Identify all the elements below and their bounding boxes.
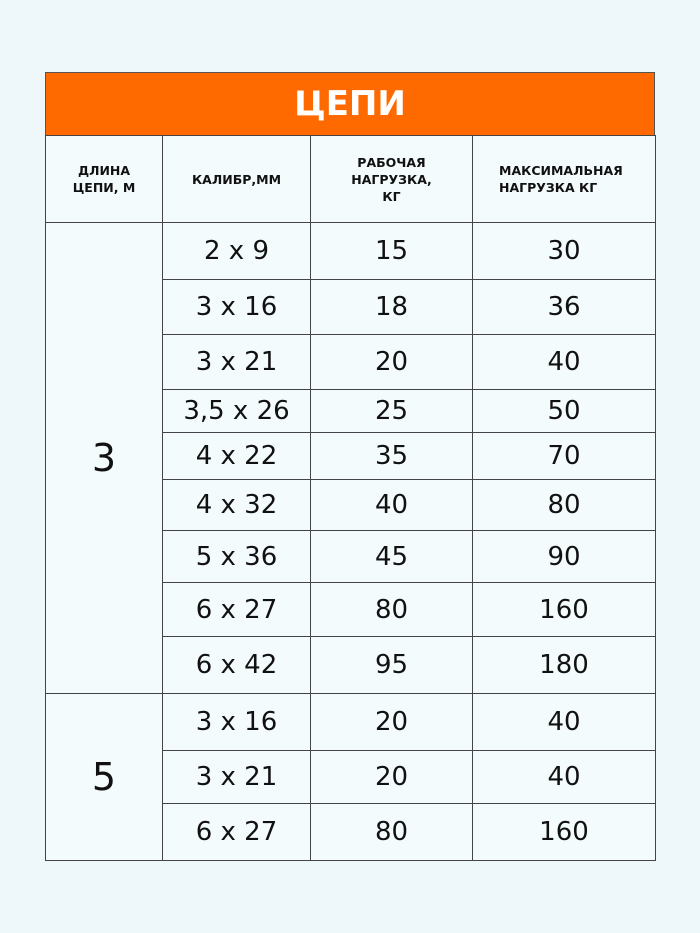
table-row: 3 x 16 18 36 bbox=[46, 279, 656, 335]
max-load-cell: 50 bbox=[472, 389, 656, 433]
table-row: 5 x 36 45 90 bbox=[46, 530, 656, 583]
caliber-cell: 4 x 32 bbox=[162, 479, 311, 531]
chain-length-cell: 3 bbox=[45, 222, 163, 694]
table-row: 3 x 21 20 40 bbox=[46, 750, 656, 804]
table-row: 6 x 27 80 160 bbox=[46, 803, 656, 861]
working-load-cell: 20 bbox=[310, 334, 473, 390]
table-row: 3,5 x 26 25 50 bbox=[46, 389, 656, 433]
working-load-cell: 80 bbox=[310, 582, 473, 637]
caliber-cell: 3 x 21 bbox=[162, 334, 311, 390]
header-row: ДЛИНА ЦЕПИ, М КАЛИБР,ММ РАБОЧАЯ НАГРУЗКА… bbox=[45, 135, 656, 223]
caliber-cell: 5 x 36 bbox=[162, 530, 311, 583]
header-working-load: РАБОЧАЯ НАГРУЗКА, КГ bbox=[310, 135, 473, 223]
working-load-cell: 95 bbox=[310, 636, 473, 694]
working-load-cell: 45 bbox=[310, 530, 473, 583]
caliber-cell: 3,5 x 26 bbox=[162, 389, 311, 433]
chain-length-cell: 5 bbox=[45, 693, 163, 861]
max-load-cell: 160 bbox=[472, 582, 656, 637]
working-load-cell: 15 bbox=[310, 222, 473, 280]
caliber-cell: 3 x 16 bbox=[162, 279, 311, 335]
chain-table-card: ЦЕПИ ДЛИНА ЦЕПИ, М КАЛИБР,ММ РАБОЧАЯ НАГ… bbox=[45, 72, 656, 861]
working-load-cell: 18 bbox=[310, 279, 473, 335]
caliber-cell: 3 x 16 bbox=[162, 693, 311, 751]
caliber-cell: 6 x 42 bbox=[162, 636, 311, 694]
table-row: 3 x 21 20 40 bbox=[46, 334, 656, 390]
header-caliber: КАЛИБР,ММ bbox=[162, 135, 311, 223]
max-load-cell: 70 bbox=[472, 432, 656, 480]
working-load-cell: 20 bbox=[310, 750, 473, 804]
max-load-cell: 36 bbox=[472, 279, 656, 335]
max-load-cell: 40 bbox=[472, 693, 656, 751]
table-row: 6 x 27 80 160 bbox=[46, 582, 656, 637]
working-load-cell: 40 bbox=[310, 479, 473, 531]
header-max-load: МАКСИМАЛЬНАЯ НАГРУЗКА КГ bbox=[472, 135, 656, 223]
working-load-cell: 20 bbox=[310, 693, 473, 751]
caliber-cell: 6 x 27 bbox=[162, 803, 311, 861]
working-load-cell: 35 bbox=[310, 432, 473, 480]
table-row: 4 x 22 35 70 bbox=[46, 432, 656, 480]
max-load-cell: 90 bbox=[472, 530, 656, 583]
working-load-cell: 25 bbox=[310, 389, 473, 433]
chain-table: ДЛИНА ЦЕПИ, М КАЛИБР,ММ РАБОЧАЯ НАГРУЗКА… bbox=[45, 135, 656, 861]
table-title: ЦЕПИ bbox=[45, 72, 655, 135]
max-load-cell: 40 bbox=[472, 334, 656, 390]
caliber-cell: 6 x 27 bbox=[162, 582, 311, 637]
max-load-cell: 180 bbox=[472, 636, 656, 694]
caliber-cell: 2 x 9 bbox=[162, 222, 311, 280]
caliber-cell: 3 x 21 bbox=[162, 750, 311, 804]
working-load-cell: 80 bbox=[310, 803, 473, 861]
caliber-cell: 4 x 22 bbox=[162, 432, 311, 480]
table-row: 6 x 42 95 180 bbox=[46, 636, 656, 694]
max-load-cell: 40 bbox=[472, 750, 656, 804]
max-load-cell: 80 bbox=[472, 479, 656, 531]
max-load-cell: 30 bbox=[472, 222, 656, 280]
header-length: ДЛИНА ЦЕПИ, М bbox=[45, 135, 163, 223]
max-load-cell: 160 bbox=[472, 803, 656, 861]
